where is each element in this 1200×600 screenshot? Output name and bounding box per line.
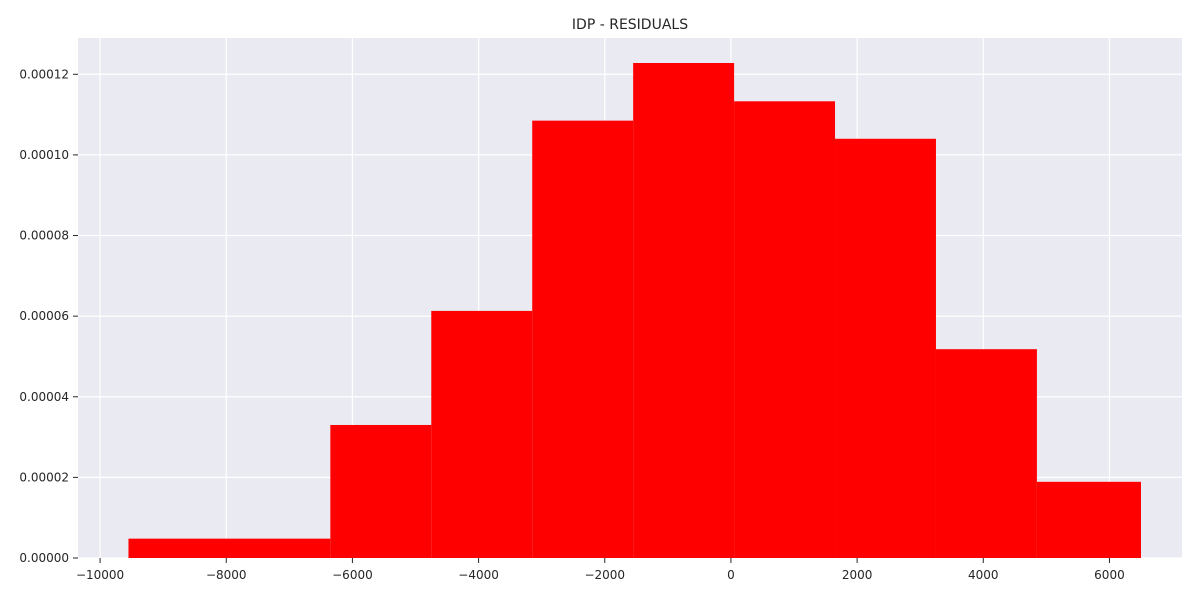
y-tick-label: 0.00012 bbox=[19, 67, 69, 81]
chart-title: IDP - RESIDUALS bbox=[572, 17, 688, 33]
x-axis: −10000 −8000 −6000 −4000 −2000 0 2000 4000 6000 bbox=[76, 558, 1125, 582]
y-tick-label: 0.00000 bbox=[19, 551, 69, 565]
x-tick-label: 4000 bbox=[968, 568, 999, 582]
x-tick-label: −6000 bbox=[332, 568, 373, 582]
x-tick-label: −8000 bbox=[206, 568, 247, 582]
histogram-bar bbox=[1036, 481, 1141, 558]
y-tick-label: 0.00004 bbox=[19, 390, 69, 404]
y-tick-label: 0.00008 bbox=[19, 229, 69, 243]
y-axis: 0.00000 0.00002 0.00004 0.00006 0.00008 0.000… bbox=[19, 67, 78, 565]
x-tick-label: 0 bbox=[727, 568, 735, 582]
histogram-bar bbox=[532, 120, 634, 559]
x-tick-label: −10000 bbox=[76, 568, 124, 582]
x-tick-label: 2000 bbox=[842, 568, 873, 582]
histogram-bar bbox=[330, 424, 432, 558]
y-tick-label: 0.00010 bbox=[19, 148, 69, 162]
histogram-bar bbox=[633, 62, 735, 558]
histogram-bar bbox=[734, 101, 836, 559]
x-tick-label: −2000 bbox=[584, 568, 625, 582]
histogram-bar bbox=[431, 310, 533, 558]
x-tick-label: −4000 bbox=[458, 568, 499, 582]
bars bbox=[128, 62, 1141, 559]
histogram-bar bbox=[835, 138, 936, 558]
histogram-bar bbox=[935, 349, 1037, 558]
y-tick-label: 0.00006 bbox=[19, 309, 69, 323]
histogram-bar bbox=[128, 538, 331, 558]
y-tick-label: 0.00002 bbox=[19, 470, 69, 484]
x-tick-label: 6000 bbox=[1094, 568, 1125, 582]
